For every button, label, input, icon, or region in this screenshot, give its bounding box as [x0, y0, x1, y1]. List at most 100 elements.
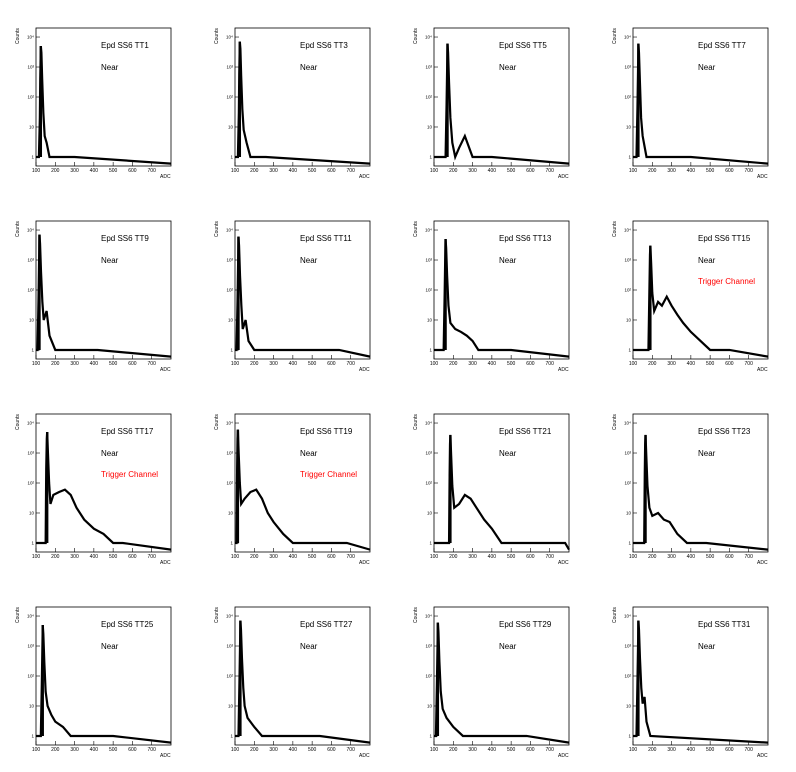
- y-tick-label: 10²: [425, 288, 432, 293]
- y-axis-label: Counts: [15, 414, 21, 430]
- x-tick-label: 200: [51, 747, 60, 753]
- panel-subtitle: Near: [698, 449, 716, 458]
- x-tick-label: 200: [449, 168, 458, 174]
- x-tick-label: 500: [706, 554, 715, 560]
- y-tick-label: 10²: [226, 481, 233, 486]
- x-axis-label: ADC: [359, 174, 370, 180]
- panel-subtitle: Near: [499, 449, 517, 458]
- y-tick-label: 10²: [624, 288, 631, 293]
- x-axis-label: ADC: [757, 174, 768, 180]
- histogram-svg: 100 200 300 400 500 600 700 1 10 10² 10³ 10⁴: [27, 413, 172, 560]
- y-tick-label: 10³: [27, 258, 34, 263]
- histogram-svg: 100 200 300 400 500 600 700 1 10 10² 10³ 10⁴: [425, 606, 570, 753]
- x-tick-label: 100: [430, 747, 439, 753]
- x-tick-label: 600: [128, 554, 137, 560]
- x-axis-label: ADC: [558, 174, 569, 180]
- x-tick-label: 400: [90, 361, 99, 367]
- histogram-series: [434, 43, 570, 165]
- y-tick-label: 10²: [624, 674, 631, 679]
- histogram-series: [235, 41, 371, 165]
- x-tick-label: 200: [449, 361, 458, 367]
- histogram-svg: 100 200 300 400 500 600 700 1 10 10² 10³ 10⁴: [226, 413, 371, 560]
- x-tick-label: 600: [327, 747, 336, 753]
- panel-title: Epd SS6 TT31: [698, 620, 751, 629]
- x-tick-label: 400: [289, 361, 298, 367]
- x-tick-label: 100: [32, 747, 41, 753]
- y-tick-label: 10⁴: [425, 614, 432, 619]
- y-axis-label: Counts: [612, 221, 618, 237]
- y-tick-label: 1: [628, 347, 631, 352]
- y-tick-label: 10: [29, 124, 35, 129]
- histogram-svg: 100 200 300 400 500 600 700 1 10 10² 10³ 10⁴: [624, 413, 769, 560]
- histogram-svg: 100 200 300 400 500 600 700 1 10 10² 10³ 10⁴: [425, 413, 570, 560]
- x-tick-label: 700: [347, 361, 356, 367]
- panel-subtitle: Near: [300, 449, 318, 458]
- y-axis-label: Counts: [15, 221, 21, 237]
- y-tick-label: 10: [29, 317, 35, 322]
- y-tick-label: 10²: [624, 481, 631, 486]
- histogram-svg: 100 200 300 400 500 600 700 1 10 10² 10³ 10⁴: [27, 220, 172, 367]
- y-tick-label: 10⁴: [624, 421, 631, 426]
- x-tick-label: 700: [546, 361, 555, 367]
- x-tick-label: 300: [70, 361, 79, 367]
- y-tick-label: 10³: [226, 451, 233, 456]
- y-axis-label: Counts: [15, 607, 21, 623]
- panel-subtitle: Near: [300, 63, 318, 72]
- panel-title: Epd SS6 TT27: [300, 620, 353, 629]
- histogram-series: [434, 622, 570, 744]
- y-tick-label: 1: [31, 347, 34, 352]
- y-tick-label: 10³: [27, 644, 34, 649]
- y-axis-label: Counts: [612, 414, 618, 430]
- y-tick-label: 1: [31, 733, 34, 738]
- histogram-svg: 100 200 300 400 500 600 700 1 10 10² 10³ 10⁴: [425, 220, 570, 367]
- y-tick-label: 10⁴: [425, 228, 432, 233]
- histogram-panel: 100 200 300 400 500 600 700 1 10 10² 10³ 10⁴ Epd SS6…: [199, 193, 398, 386]
- histogram-svg: 100 200 300 400 500 600 700 1 10 10² 10³ 10⁴: [226, 606, 371, 753]
- x-tick-label: 500: [507, 361, 516, 367]
- y-tick-label: 10²: [27, 288, 34, 293]
- y-tick-label: 10⁴: [226, 228, 233, 233]
- trigger-channel-label: Trigger Channel: [300, 470, 358, 479]
- y-tick-label: 10²: [27, 481, 34, 486]
- y-tick-label: 10²: [425, 481, 432, 486]
- x-tick-label: 200: [250, 168, 259, 174]
- panel-subtitle: Near: [698, 63, 716, 72]
- panel-title: Epd SS6 TT13: [499, 234, 552, 243]
- x-tick-label: 700: [148, 554, 157, 560]
- histogram-series: [36, 234, 172, 358]
- histogram-panel: 100 200 300 400 500 600 700 1 10 10² 10³ 10⁴ Epd SS6…: [597, 386, 796, 579]
- x-tick-label: 400: [488, 361, 497, 367]
- y-tick-label: 10³: [624, 258, 631, 263]
- y-tick-label: 10: [626, 703, 632, 708]
- histogram-panel: 100 200 300 400 500 600 700 1 10 10² 10³ 10⁴ Epd SS6…: [398, 193, 597, 386]
- x-tick-label: 300: [269, 361, 278, 367]
- histogram-panel: 100 200 300 400 500 600 700 1 10 10² 10³ 10⁴ Epd SS6…: [597, 579, 796, 772]
- y-tick-label: 10: [29, 510, 35, 515]
- x-tick-label: 700: [347, 168, 356, 174]
- y-tick-label: 10⁴: [27, 228, 34, 233]
- y-tick-label: 10²: [425, 95, 432, 100]
- trigger-channel-label: Trigger Channel: [698, 277, 756, 286]
- y-tick-label: 10³: [624, 644, 631, 649]
- x-tick-label: 400: [687, 168, 696, 174]
- y-tick-label: 10: [427, 703, 433, 708]
- y-tick-label: 1: [31, 154, 34, 159]
- histogram-svg: 100 200 300 400 500 600 700 1 10 10² 10³ 10⁴: [624, 27, 769, 174]
- panel-title: Epd SS6 TT15: [698, 234, 751, 243]
- panel-title: Epd SS6 TT9: [101, 234, 149, 243]
- y-tick-label: 10: [626, 510, 632, 515]
- x-tick-label: 700: [148, 747, 157, 753]
- x-tick-label: 300: [468, 554, 477, 560]
- y-axis-label: Counts: [214, 607, 220, 623]
- x-tick-label: 500: [706, 361, 715, 367]
- x-tick-label: 200: [250, 554, 259, 560]
- y-tick-label: 10³: [226, 65, 233, 70]
- y-tick-label: 10: [228, 510, 234, 515]
- x-tick-label: 100: [32, 554, 41, 560]
- x-axis-label: ADC: [757, 367, 768, 373]
- x-tick-label: 400: [488, 554, 497, 560]
- x-tick-label: 600: [327, 168, 336, 174]
- x-tick-label: 300: [468, 168, 477, 174]
- x-axis-label: ADC: [359, 753, 370, 759]
- y-tick-label: 1: [230, 733, 233, 738]
